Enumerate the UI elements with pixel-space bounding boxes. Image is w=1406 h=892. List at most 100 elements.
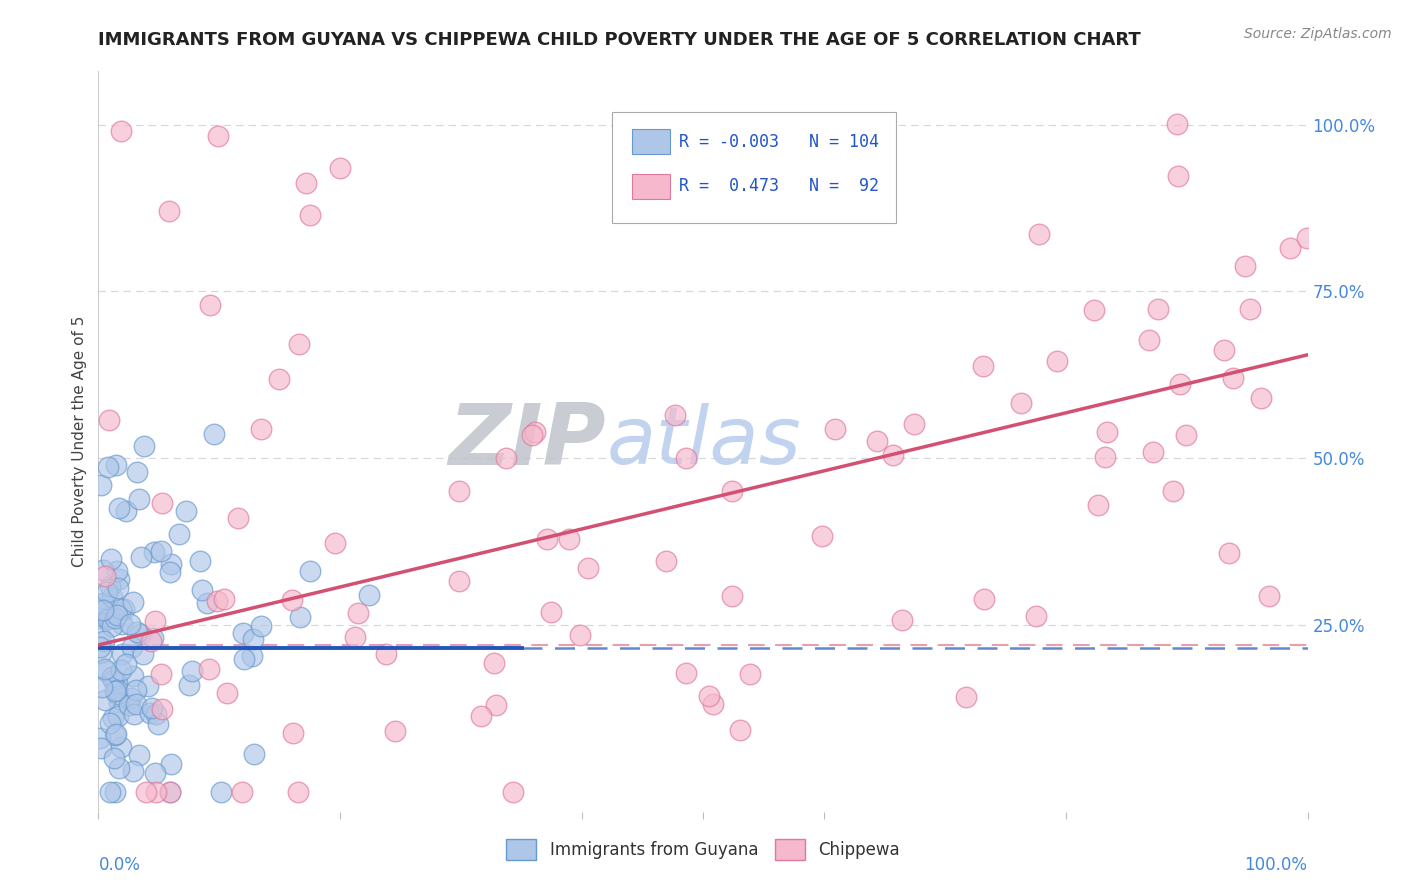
Legend: Immigrants from Guyana, Chippewa: Immigrants from Guyana, Chippewa — [499, 832, 907, 866]
Point — [101, 670, 124, 684]
Point — [824, 422, 846, 436]
Point — [89, 611, 111, 625]
Point — [110, 663, 132, 677]
Point — [107, 675, 129, 690]
Point — [94, 662, 117, 676]
Point — [131, 648, 153, 662]
Point — [728, 723, 751, 738]
Point — [89, 640, 111, 655]
Point — [536, 532, 558, 546]
Point — [110, 124, 132, 138]
Point — [231, 785, 253, 799]
Point — [212, 592, 235, 607]
Point — [198, 662, 221, 676]
Point — [359, 588, 381, 602]
Point — [145, 706, 167, 721]
Point — [955, 690, 977, 704]
Point — [90, 740, 112, 755]
Point — [447, 574, 470, 588]
Point — [142, 631, 165, 645]
Point — [191, 582, 214, 597]
Point — [1234, 259, 1257, 273]
Point — [136, 679, 159, 693]
Point — [866, 434, 889, 448]
Point — [118, 698, 141, 713]
Point — [1142, 445, 1164, 459]
Point — [98, 413, 121, 427]
Point — [482, 656, 505, 670]
Point — [108, 572, 131, 586]
Point — [283, 725, 305, 739]
Point — [107, 761, 129, 775]
Point — [384, 723, 406, 738]
Point — [295, 176, 318, 190]
Point — [250, 422, 273, 436]
Point — [215, 686, 238, 700]
Point — [240, 648, 263, 663]
Point — [124, 707, 146, 722]
Point — [697, 689, 720, 703]
Point — [232, 626, 254, 640]
Point — [159, 565, 181, 579]
Point — [89, 629, 111, 643]
Point — [111, 648, 134, 662]
Point — [105, 564, 128, 578]
Point — [105, 687, 128, 701]
Point — [149, 543, 172, 558]
Point — [146, 716, 169, 731]
Point — [209, 785, 232, 799]
Text: Source: ZipAtlas.com: Source: ZipAtlas.com — [1244, 27, 1392, 41]
Point — [740, 667, 762, 681]
Point — [1222, 371, 1244, 385]
Point — [569, 627, 592, 641]
Point — [882, 448, 904, 462]
Point — [1025, 608, 1047, 623]
Point — [1167, 169, 1189, 183]
Point — [100, 552, 122, 566]
Point — [105, 683, 128, 698]
Text: IMMIGRANTS FROM GUYANA VS CHIPPEWA CHILD POVERTY UNDER THE AGE OF 5 CORRELATION : IMMIGRANTS FROM GUYANA VS CHIPPEWA CHILD… — [98, 31, 1142, 49]
Point — [150, 666, 173, 681]
Point — [702, 697, 724, 711]
Point — [110, 739, 132, 754]
Point — [125, 697, 148, 711]
Point — [1094, 450, 1116, 465]
Point — [114, 657, 136, 671]
Text: 0.0%: 0.0% — [98, 856, 141, 874]
Point — [107, 709, 129, 723]
Point — [1175, 428, 1198, 442]
Text: R = -0.003   N = 104: R = -0.003 N = 104 — [679, 133, 879, 151]
Point — [160, 557, 183, 571]
Point — [720, 483, 742, 498]
Point — [101, 673, 124, 687]
Point — [329, 161, 352, 175]
Point — [181, 664, 204, 678]
Point — [103, 728, 125, 742]
Text: R =  0.473   N =  92: R = 0.473 N = 92 — [679, 178, 879, 195]
Point — [129, 626, 152, 640]
Point — [343, 630, 366, 644]
Point — [108, 695, 131, 709]
Point — [139, 706, 162, 721]
Point — [108, 501, 131, 516]
Point — [157, 203, 180, 218]
Point — [972, 359, 994, 374]
Point — [1087, 499, 1109, 513]
Point — [103, 751, 125, 765]
Point — [1166, 117, 1188, 131]
Point — [287, 785, 309, 799]
Point — [110, 601, 132, 615]
Point — [90, 477, 112, 491]
Point — [558, 533, 581, 547]
Point — [121, 640, 143, 654]
Point — [281, 592, 304, 607]
Point — [188, 554, 211, 568]
Point — [143, 545, 166, 559]
Point — [1258, 589, 1281, 603]
Point — [104, 683, 127, 698]
Text: 100.0%: 100.0% — [1244, 856, 1308, 874]
Point — [664, 408, 686, 422]
Point — [118, 617, 141, 632]
Point — [1278, 241, 1301, 255]
Point — [903, 417, 925, 432]
